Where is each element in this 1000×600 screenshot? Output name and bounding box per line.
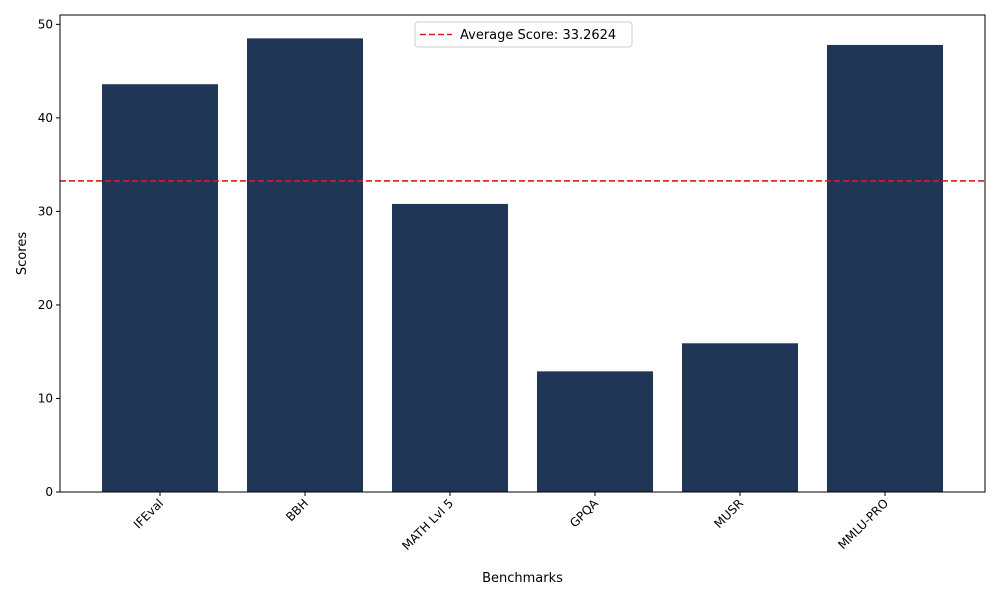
y-tick-label: 0 [45,485,53,499]
x-axis-label: Benchmarks [482,571,563,586]
plot-frame [59,14,986,493]
y-tick-label: 10 [38,391,53,405]
legend-box [414,21,633,48]
bar-math-lvl-5 [392,203,508,492]
y-tick-label: 30 [38,204,53,218]
y-axis-ticks: 0 10 20 30 40 50 [38,17,60,499]
y-tick-label: 40 [38,111,53,125]
x-tick-label-bbh: BBH [283,496,311,524]
y-tick-label: 50 [38,17,53,31]
bar-ifeval [102,84,218,492]
x-tick-label-mmlu-pro: MMLU-PRO [835,496,891,552]
x-tick-label-ifeval: IFEval [131,496,166,531]
x-tick-label-math-lvl-5: MATH Lvl 5 [399,496,456,553]
x-axis-ticks: IFEval BBH MATH Lvl 5 GPQA MUSR MMLU-PRO [131,492,891,553]
legend: Average Score: 33.2624 [414,21,633,48]
x-tick-label-musr: MUSR [711,496,746,531]
y-axis-label: Scores [15,232,30,275]
bar-bbh [247,38,363,492]
bars-group [102,38,943,492]
x-tick-label-gpqa: GPQA [567,496,602,531]
legend-label-average: Average Score: 33.2624 [460,28,616,43]
bar-mmlu-pro [827,44,943,492]
y-tick-label: 20 [38,298,53,312]
bar-gpqa [537,371,653,492]
bar-musr [682,343,798,492]
